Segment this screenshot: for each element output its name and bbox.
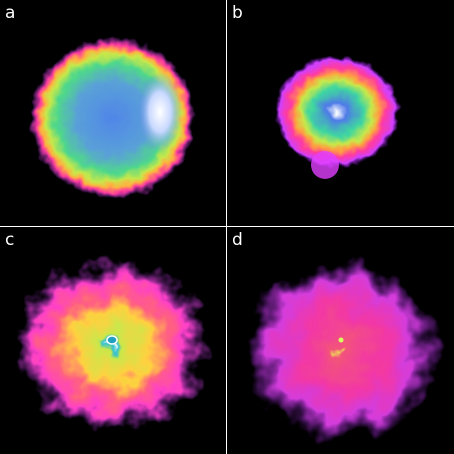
panel-label: d <box>232 230 243 250</box>
panel-label: c <box>5 230 14 250</box>
panel-b-image <box>275 56 399 179</box>
panel-d-image <box>247 262 437 438</box>
panel-label: a <box>5 3 15 23</box>
panel-c-image <box>17 260 207 430</box>
panel-a-image <box>30 38 195 198</box>
panel-label: b <box>232 3 243 23</box>
